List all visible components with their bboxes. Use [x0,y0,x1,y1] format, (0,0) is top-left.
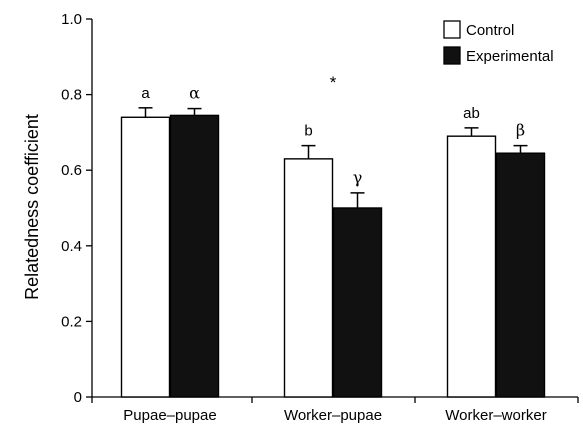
category-label: Worker–pupae [284,407,382,424]
y-tick-label: 0.8 [61,87,82,104]
y-tick-label: 0 [74,389,82,406]
y-axis-title: Relatedness coefficient [22,114,42,300]
bar-experimental [332,207,383,398]
legend-swatch [443,46,461,65]
significance-label: a [141,85,150,102]
significance-label: β [516,121,525,140]
significance-label: ab [463,105,480,122]
bar-control [446,135,497,398]
category-label: Pupae–pupae [123,407,216,424]
y-tick-label: 0.4 [61,238,82,255]
significance-label: b [304,123,312,140]
bar-control [120,116,171,398]
bar-experimental [495,152,546,398]
y-tick-label: 0.6 [61,162,82,179]
y-tick-label: 1.0 [61,11,82,28]
axes: 0 0.2 0.4 0.6 0.8 1.0 Pupae–pupae Worker–pupae W… [61,11,579,424]
legend-label: Control [466,22,514,39]
bar-control [283,158,334,398]
legend: Control Experimental [443,20,554,65]
category-label: Worker–worker [445,407,546,424]
bar-experimental [169,114,220,398]
annotations: * [330,73,337,92]
significance-label: γ [353,168,363,187]
legend-label: Experimental [466,48,554,65]
legend-swatch [443,20,461,39]
significance-label: α [189,84,200,103]
significance-star: * [330,73,337,92]
y-tick-label: 0.2 [61,313,82,330]
